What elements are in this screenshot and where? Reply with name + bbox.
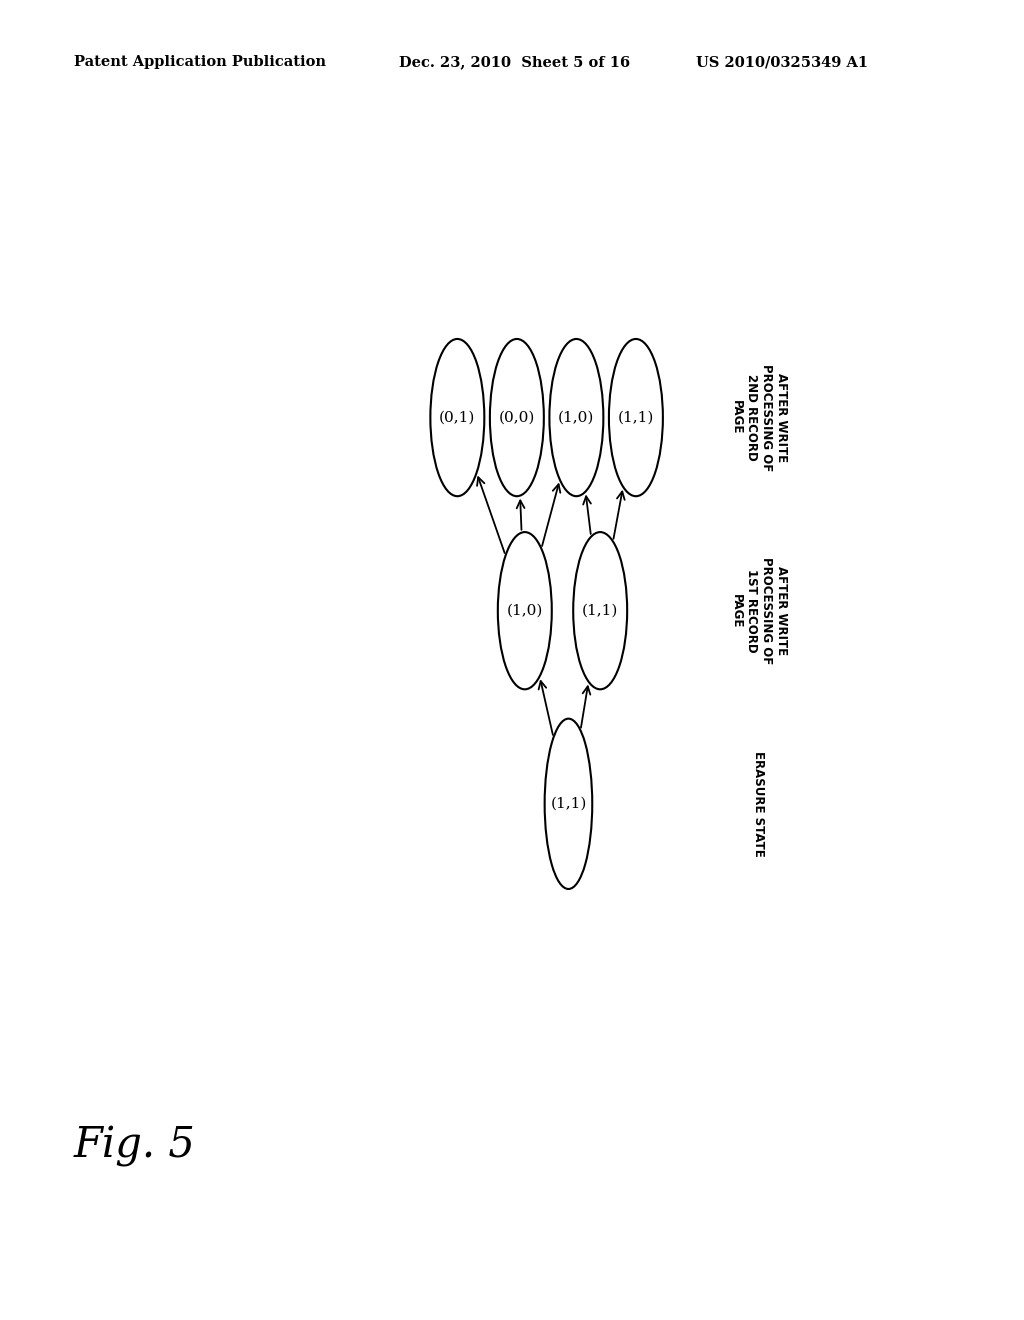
Text: (1,0): (1,0)	[558, 411, 595, 425]
Ellipse shape	[545, 718, 592, 888]
Ellipse shape	[489, 339, 544, 496]
Ellipse shape	[430, 339, 484, 496]
Text: US 2010/0325349 A1: US 2010/0325349 A1	[696, 55, 868, 70]
Text: AFTER WRITE
PROCESSING OF
2ND RECORD
PAGE: AFTER WRITE PROCESSING OF 2ND RECORD PAG…	[730, 364, 787, 471]
Ellipse shape	[498, 532, 552, 689]
Text: Dec. 23, 2010  Sheet 5 of 16: Dec. 23, 2010 Sheet 5 of 16	[399, 55, 631, 70]
Text: ERASURE STATE: ERASURE STATE	[753, 751, 765, 857]
Text: (1,1): (1,1)	[582, 603, 618, 618]
Text: Fig. 5: Fig. 5	[74, 1125, 196, 1167]
Text: (0,1): (0,1)	[439, 411, 475, 425]
Ellipse shape	[609, 339, 663, 496]
Text: (1,1): (1,1)	[617, 411, 654, 425]
Ellipse shape	[550, 339, 603, 496]
Text: AFTER WRITE
PROCESSING OF
1ST RECORD
PAGE: AFTER WRITE PROCESSING OF 1ST RECORD PAG…	[730, 557, 787, 664]
Text: (1,0): (1,0)	[507, 603, 543, 618]
Text: (1,1): (1,1)	[550, 797, 587, 810]
Text: Patent Application Publication: Patent Application Publication	[74, 55, 326, 70]
Ellipse shape	[573, 532, 627, 689]
Text: (0,0): (0,0)	[499, 411, 536, 425]
